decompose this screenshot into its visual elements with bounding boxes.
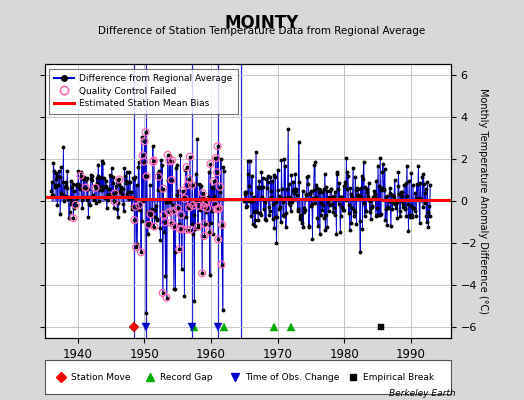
Point [159, 186, 168, 192]
Text: Difference of Station Temperature Data from Regional Average: Difference of Station Temperature Data f… [99, 26, 425, 36]
Point [213, 169, 221, 176]
Point [170, 223, 179, 230]
Point [146, 211, 155, 218]
Point [111, 190, 119, 197]
Point [130, 217, 139, 223]
Point [173, 205, 182, 211]
Point [201, 200, 210, 206]
Point [212, 206, 221, 212]
Point [185, 204, 193, 211]
Point [210, 178, 218, 184]
Point [214, 206, 223, 212]
Point [205, 229, 213, 235]
Point [132, 244, 140, 250]
Point [215, 205, 224, 211]
Point [211, 201, 219, 208]
Y-axis label: Monthly Temperature Anomaly Difference (°C): Monthly Temperature Anomaly Difference (… [478, 88, 488, 314]
Point [186, 226, 194, 233]
Point [81, 184, 90, 191]
Point [159, 290, 167, 296]
Point [181, 196, 189, 202]
Point [214, 236, 222, 243]
Point [110, 198, 118, 204]
Point [145, 222, 153, 228]
Text: MOINTY: MOINTY [225, 14, 299, 32]
Point [150, 223, 159, 230]
Point [115, 176, 124, 183]
Point [200, 204, 208, 210]
Legend: Difference from Regional Average, Quality Control Failed, Estimated Station Mean: Difference from Regional Average, Qualit… [49, 68, 237, 114]
Point [216, 184, 224, 190]
Text: Record Gap: Record Gap [160, 372, 213, 382]
Point [182, 164, 191, 170]
Point [167, 220, 175, 226]
Point [91, 184, 100, 191]
Point [183, 182, 192, 188]
Point [69, 215, 78, 221]
Point [202, 198, 211, 204]
Point [187, 200, 195, 207]
Point [160, 212, 168, 218]
Point [203, 205, 211, 211]
Point [140, 138, 149, 144]
Point [169, 208, 178, 214]
Point [162, 294, 171, 301]
Point [132, 204, 140, 210]
Point [141, 129, 150, 135]
Point [183, 226, 191, 233]
Point [201, 221, 209, 227]
Point [163, 152, 172, 158]
Point [177, 212, 185, 218]
Point [188, 182, 196, 189]
Point [165, 209, 173, 216]
Point [77, 172, 85, 179]
Point [143, 173, 151, 180]
Point [200, 233, 209, 239]
Point [175, 246, 183, 252]
Point [212, 155, 220, 161]
Point [176, 226, 184, 232]
Point [149, 159, 158, 165]
Point [199, 190, 207, 196]
Point [71, 202, 80, 208]
Point [217, 262, 226, 268]
Point [189, 202, 198, 209]
Point [168, 157, 177, 164]
Point [185, 154, 194, 160]
Point [138, 152, 147, 158]
Point [165, 158, 173, 164]
Text: Berkeley Earth: Berkeley Earth [389, 389, 456, 398]
Point [137, 249, 145, 256]
Point [179, 188, 187, 194]
Point [194, 224, 202, 230]
Point [135, 202, 144, 208]
Point [167, 177, 176, 183]
Point [218, 222, 226, 228]
Point [140, 158, 148, 165]
Point [155, 173, 163, 180]
Point [178, 226, 187, 232]
Text: Time of Obs. Change: Time of Obs. Change [246, 372, 340, 382]
Point [198, 270, 206, 276]
Point [184, 176, 193, 182]
Point [161, 219, 169, 225]
Point [206, 161, 215, 167]
Point [150, 157, 158, 164]
Text: Empirical Break: Empirical Break [363, 372, 434, 382]
Text: Station Move: Station Move [71, 372, 130, 382]
Point [213, 143, 222, 150]
Point [194, 202, 203, 209]
